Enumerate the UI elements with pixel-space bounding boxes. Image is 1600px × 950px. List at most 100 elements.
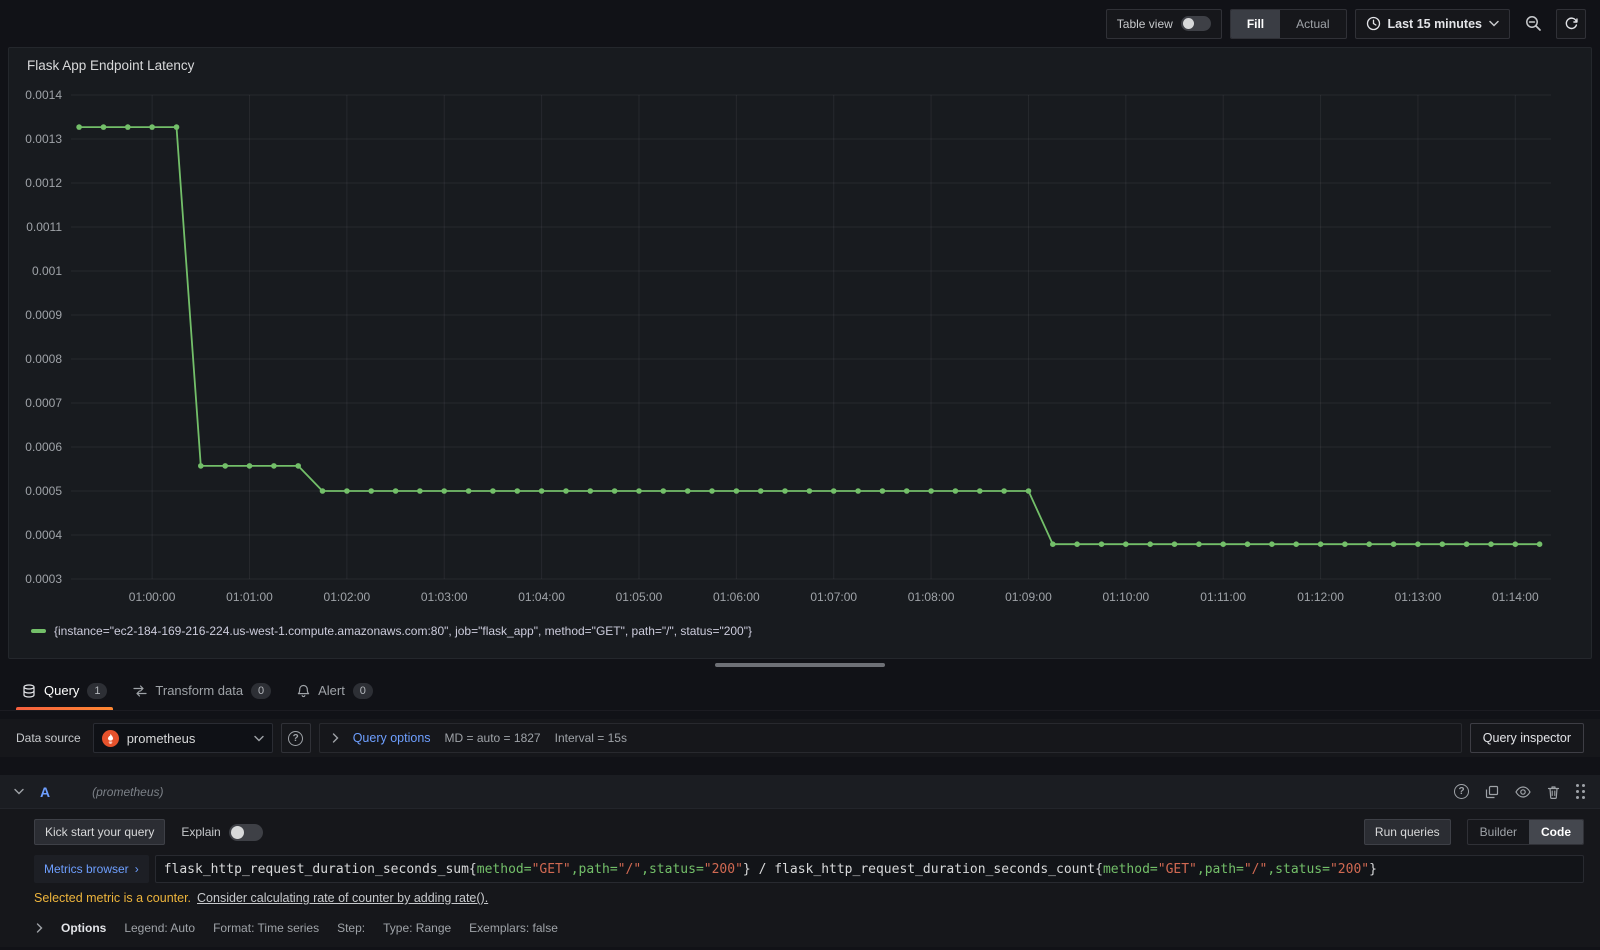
data-point <box>1488 541 1494 547</box>
transform-icon <box>133 684 148 697</box>
data-point <box>368 488 375 494</box>
expr-token: method= <box>476 861 532 877</box>
max-data-points-stat: MD = auto = 1827 <box>444 731 541 745</box>
query-row-header[interactable]: A (prometheus) ? <box>0 775 1600 809</box>
chevron-right-icon <box>332 733 339 743</box>
duplicate-query-icon[interactable] <box>1485 785 1499 799</box>
chevron-right-icon: › <box>134 862 139 876</box>
query-ref-id[interactable]: A <box>40 783 51 800</box>
refresh-button[interactable] <box>1556 8 1586 39</box>
expression-editor-row: Metrics browser › flask_http_request_dur… <box>34 855 1584 883</box>
datasource-value: prometheus <box>126 730 196 746</box>
y-axis-tick-label: 0.0005 <box>25 484 62 498</box>
x-axis-tick-label: 01:14:00 <box>1492 590 1539 604</box>
promql-code-editor[interactable]: flask_http_request_duration_seconds_sum{… <box>154 855 1584 883</box>
x-axis-tick-label: 01:00:00 <box>129 590 176 604</box>
data-point <box>271 463 277 469</box>
data-point <box>1123 541 1129 547</box>
query-row-body: Kick start your query Explain Run querie… <box>0 809 1600 935</box>
data-point <box>1025 488 1032 494</box>
zoom-out-button[interactable] <box>1518 9 1548 39</box>
expr-token: } / flask_http_request_duration_seconds_… <box>742 861 1103 877</box>
explain-toggle[interactable] <box>228 823 263 841</box>
data-point <box>392 488 399 494</box>
data-point <box>246 463 253 469</box>
tab-alert[interactable]: Alert 0 <box>287 671 383 710</box>
data-point <box>1463 541 1470 547</box>
data-point <box>1317 541 1324 547</box>
data-point <box>928 488 934 494</box>
data-point <box>100 124 107 130</box>
table-view-toggle[interactable] <box>1180 16 1211 31</box>
clock-icon <box>1366 16 1380 31</box>
zoom-out-icon <box>1525 16 1541 31</box>
data-point <box>295 463 302 469</box>
tab-query[interactable]: Query 1 <box>12 671 117 710</box>
hide-response-eye-icon[interactable] <box>1515 785 1531 798</box>
metrics-browser-button[interactable]: Metrics browser › <box>34 855 149 883</box>
delete-query-trash-icon[interactable] <box>1547 785 1560 799</box>
y-axis-tick-label: 0.0008 <box>25 352 62 366</box>
tab-query-label: Query <box>44 683 80 698</box>
y-axis-tick-label: 0.001 <box>32 264 62 278</box>
y-axis-tick-label: 0.0011 <box>26 220 62 234</box>
expr-token: } <box>1369 861 1377 877</box>
data-point <box>1390 541 1397 547</box>
data-point <box>1171 541 1178 547</box>
query-options-bar[interactable]: Query options MD = auto = 1827 Interval … <box>318 723 1462 753</box>
data-point <box>1269 541 1275 547</box>
latency-chart: 0.0003 0.0004 0.0005 0.0006 0.0007 0.0008 0.00… <box>19 79 1595 622</box>
time-range-label: Last 15 minutes <box>1387 16 1482 31</box>
data-point <box>684 488 691 494</box>
tab-transform-label: Transform data <box>155 683 244 698</box>
question-circle-icon: ? <box>288 730 304 746</box>
x-axis-tick-label: 01:01:00 <box>226 590 273 604</box>
expr-token: "/" <box>1243 861 1268 877</box>
time-range-picker[interactable]: Last 15 minutes <box>1354 8 1510 39</box>
drag-handle-icon[interactable] <box>1576 783 1586 800</box>
builder-mode-button[interactable]: Builder <box>1479 825 1517 839</box>
options-legend: Legend: Auto <box>124 921 196 935</box>
data-point <box>806 488 813 494</box>
data-point <box>1147 541 1153 547</box>
help-icon[interactable]: ? <box>1454 784 1469 799</box>
interval-stat: Interval = 15s <box>554 731 627 745</box>
data-point <box>636 488 642 494</box>
data-point <box>441 488 448 494</box>
kick-start-query-button[interactable]: Kick start your query <box>34 819 166 845</box>
data-point <box>1293 541 1299 547</box>
code-mode-button[interactable]: Code <box>1529 820 1583 844</box>
datasource-help-button[interactable]: ? <box>280 723 311 753</box>
data-point <box>977 488 983 494</box>
chart-legend[interactable]: {instance="ec2-184-169-216-224.us-west-1… <box>19 622 1581 638</box>
query-options-summary-row[interactable]: Options Legend: Auto Format: Time series… <box>34 921 1584 935</box>
x-axis-tick-label: 01:10:00 <box>1102 590 1149 604</box>
expr-token: "200" <box>703 861 743 877</box>
x-axis-tick-label: 01:05:00 <box>616 590 663 604</box>
data-point <box>465 488 472 494</box>
data-point <box>709 488 715 494</box>
fill-button[interactable]: Fill <box>1230 9 1281 38</box>
tab-alert-label: Alert <box>318 683 345 698</box>
prometheus-icon <box>101 729 119 747</box>
datasource-picker[interactable]: prometheus <box>92 723 273 753</box>
options-title: Options <box>61 921 107 935</box>
data-point <box>173 124 180 130</box>
run-queries-button[interactable]: Run queries <box>1363 819 1451 845</box>
y-axis-tick-label: 0.0003 <box>25 572 62 586</box>
data-point <box>76 124 82 130</box>
x-axis-tick-label: 01:12:00 <box>1297 590 1344 604</box>
x-axis-tick-label: 01:13:00 <box>1395 590 1442 604</box>
x-axis-tick-label: 01:03:00 <box>421 590 468 604</box>
warning-text: Selected metric is a counter. <box>34 891 192 905</box>
pane-resize-handle[interactable] <box>715 663 885 667</box>
x-axis-tick-label: 01:08:00 <box>908 590 955 604</box>
actual-button[interactable]: Actual <box>1296 16 1330 31</box>
data-point <box>855 488 861 494</box>
data-point <box>1439 541 1446 547</box>
tab-transform-data[interactable]: Transform data 0 <box>123 671 281 710</box>
query-inspector-button[interactable]: Query inspector <box>1469 723 1584 753</box>
warning-hint-link[interactable]: Consider calculating rate of counter by … <box>197 891 489 905</box>
query-options-label: Query options <box>352 731 431 745</box>
data-point <box>1342 541 1348 547</box>
